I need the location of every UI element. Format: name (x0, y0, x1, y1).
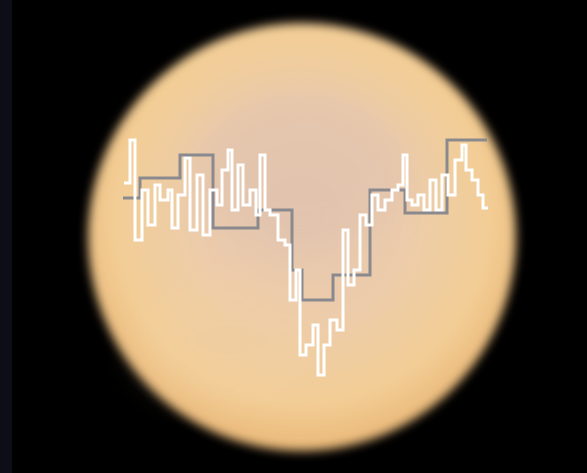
raw-spectrum (124, 138, 488, 377)
planet-haze (190, 90, 410, 250)
left-edge (0, 0, 12, 473)
planet-haze (140, 280, 320, 400)
